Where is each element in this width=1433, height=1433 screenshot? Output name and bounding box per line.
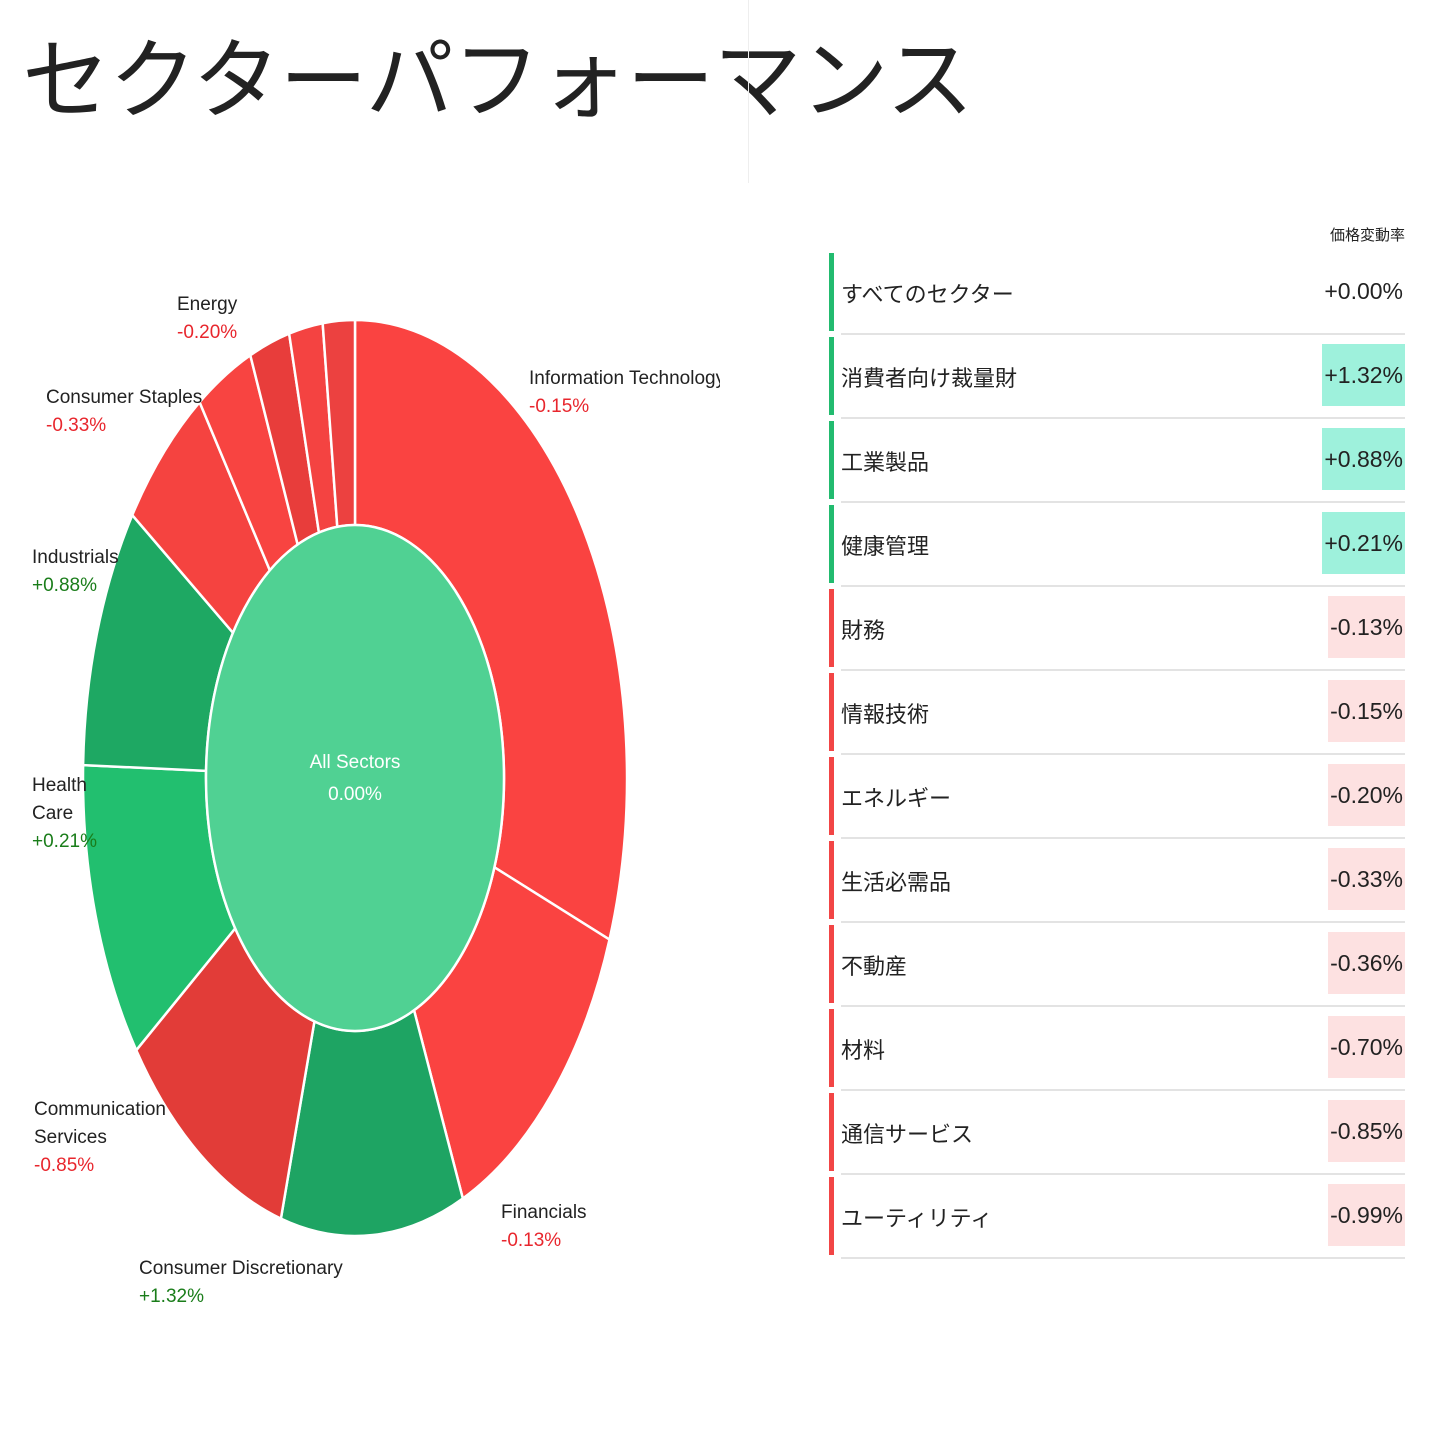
- sector-change-value: -0.99%: [1328, 1184, 1405, 1246]
- segment-change-label: -0.15%: [529, 396, 589, 417]
- row-divider: [841, 417, 1405, 419]
- price-change-header: 価格変動率: [1329, 226, 1405, 244]
- segment-change-label: +1.32%: [139, 1286, 204, 1307]
- sector-name: 通信サービス: [841, 1123, 974, 1148]
- center-label: All Sectors: [310, 752, 401, 773]
- segment-name-label: Financials: [501, 1202, 587, 1223]
- segment-name-label: Industrials: [32, 547, 119, 568]
- sector-name: ユーティリティ: [841, 1207, 993, 1232]
- center-all-sectors[interactable]: [204, 523, 506, 1033]
- sector-row[interactable]: エネルギー -0.20%: [829, 757, 1405, 841]
- sector-change-value: -0.85%: [1328, 1100, 1405, 1162]
- row-divider: [841, 669, 1405, 671]
- sector-name: 情報技術: [841, 703, 930, 728]
- trend-bar: [829, 1093, 834, 1171]
- sector-name: 健康管理: [841, 535, 930, 560]
- segment-change-label: -0.85%: [34, 1155, 94, 1176]
- trend-bar: [829, 421, 834, 499]
- segment-name-label: Services: [34, 1127, 107, 1148]
- sector-change-value: -0.36%: [1328, 932, 1405, 994]
- trend-bar: [829, 253, 834, 331]
- sector-row[interactable]: ユーティリティ -0.99%: [829, 1177, 1405, 1261]
- sector-name: 工業製品: [841, 451, 930, 476]
- sector-change-value: +0.88%: [1322, 428, 1405, 490]
- outer-ring: [81, 318, 629, 1238]
- segment-name-label: Energy: [177, 294, 238, 315]
- row-divider: [841, 837, 1405, 839]
- sector-name: 材料: [841, 1039, 886, 1064]
- sector-row[interactable]: 通信サービス -0.85%: [829, 1093, 1405, 1177]
- sector-row[interactable]: 生活必需品 -0.33%: [829, 841, 1405, 925]
- sector-row[interactable]: すべてのセクター +0.00%: [829, 253, 1405, 337]
- sector-row[interactable]: 材料 -0.70%: [829, 1009, 1405, 1093]
- sector-change-value: -0.20%: [1328, 764, 1405, 826]
- row-divider: [841, 1005, 1405, 1007]
- sector-row[interactable]: 情報技術 -0.15%: [829, 673, 1405, 757]
- sector-name: 消費者向け裁量財: [841, 367, 1018, 392]
- segment-name-label: Communication: [34, 1099, 166, 1120]
- sector-row[interactable]: 財務 -0.13%: [829, 589, 1405, 673]
- page-title: セクターパフォーマンス: [22, 29, 974, 132]
- trend-bar: [829, 589, 834, 667]
- sector-change-value: +0.00%: [1324, 277, 1403, 304]
- sector-change-value: +1.32%: [1322, 344, 1405, 406]
- row-divider: [841, 1173, 1405, 1175]
- row-divider: [841, 1257, 1405, 1259]
- segment-labels: Information Technology -0.15% Financials -0…: [32, 294, 720, 1307]
- segment-name-label: Consumer Staples: [46, 387, 202, 408]
- sector-row[interactable]: 健康管理 +0.21%: [829, 505, 1405, 589]
- sector-name: 財務: [841, 619, 886, 644]
- sector-name: 生活必需品: [841, 871, 952, 896]
- trend-bar: [829, 1009, 834, 1087]
- trend-bar: [829, 757, 834, 835]
- sector-row[interactable]: 工業製品 +0.88%: [829, 421, 1405, 505]
- sector-name: すべてのセクター: [841, 283, 1014, 308]
- segment-name-label: Health: [32, 775, 87, 796]
- row-divider: [841, 921, 1405, 923]
- sector-change-value: -0.33%: [1328, 848, 1405, 910]
- sector-row[interactable]: 消費者向け裁量財 +1.32%: [829, 337, 1405, 421]
- sector-sunburst-chart: Information Technology -0.15% Financials -0…: [32, 294, 720, 1307]
- divider: [748, 0, 749, 183]
- center-value: 0.00%: [328, 784, 382, 805]
- segment-change-label: -0.13%: [501, 1230, 561, 1251]
- row-divider: [841, 501, 1405, 503]
- row-divider: [841, 585, 1405, 587]
- sector-change-value: -0.15%: [1328, 680, 1405, 742]
- row-divider: [841, 753, 1405, 755]
- segment-change-label: -0.20%: [177, 322, 237, 343]
- segment-change-label: +0.88%: [32, 575, 97, 596]
- sector-change-value: -0.70%: [1328, 1016, 1405, 1078]
- sector-table: すべてのセクター +0.00% 消費者向け裁量財 +1.32% 工業製品 +0.88% 健康…: [829, 253, 1405, 1261]
- sector-change-value: +0.21%: [1322, 512, 1405, 574]
- segment-change-label: +0.21%: [32, 831, 97, 852]
- trend-bar: [829, 673, 834, 751]
- trend-bar: [829, 505, 834, 583]
- trend-bar: [829, 841, 834, 919]
- segment-name-label: Care: [32, 803, 73, 824]
- segment-name-label: Information Technology: [529, 368, 720, 389]
- segment-change-label: -0.33%: [46, 415, 106, 436]
- sector-name: 不動産: [841, 955, 908, 980]
- sector-name: エネルギー: [841, 787, 952, 812]
- segment-name-label: Consumer Discretionary: [139, 1258, 343, 1279]
- row-divider: [841, 333, 1405, 335]
- row-divider: [841, 1089, 1405, 1091]
- trend-bar: [829, 1177, 834, 1255]
- trend-bar: [829, 337, 834, 415]
- sector-row[interactable]: 不動産 -0.36%: [829, 925, 1405, 1009]
- trend-bar: [829, 925, 834, 1003]
- sector-change-value: -0.13%: [1328, 596, 1405, 658]
